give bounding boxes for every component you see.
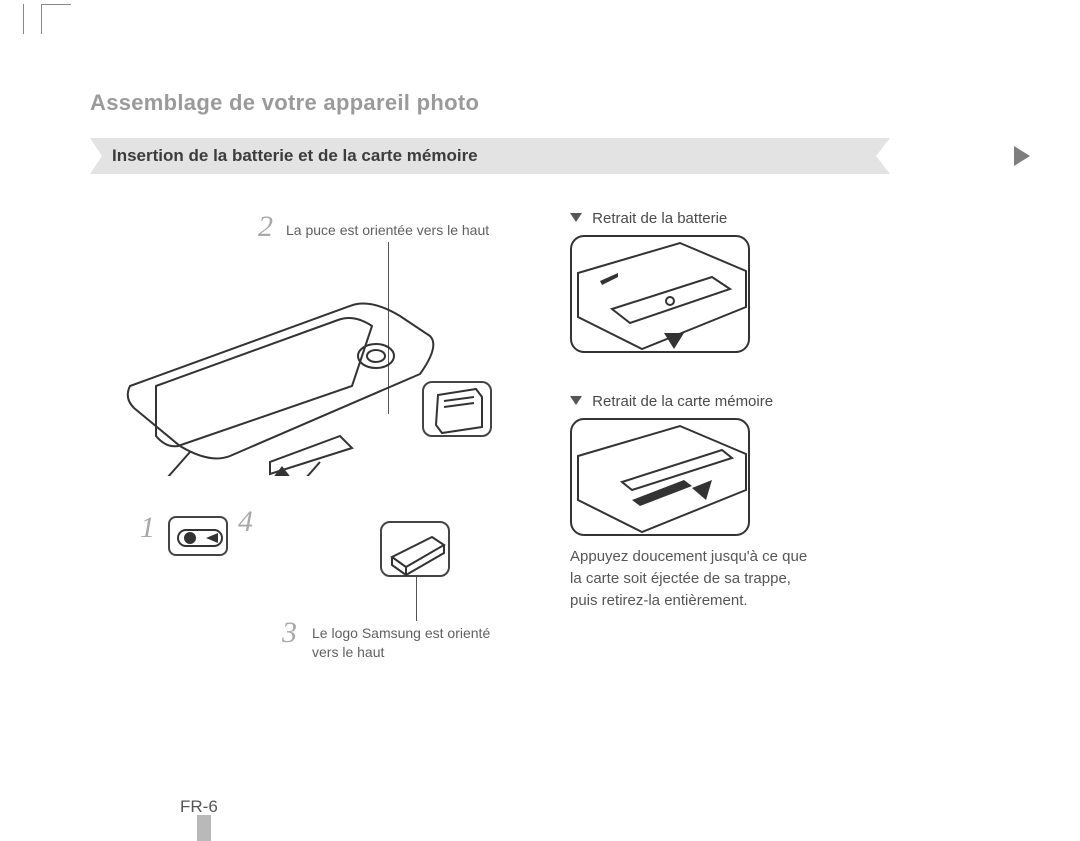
page-tab-marker: [197, 815, 211, 841]
manual-page: Assemblage de votre appareil photo Inser…: [90, 90, 990, 736]
inset-battery-icon: [380, 521, 450, 577]
camera-body-illustration: [120, 276, 460, 436]
battery-removal-illustration: [570, 235, 750, 353]
crop-mark-outer: [41, 4, 71, 34]
step-number-2: 2: [258, 210, 273, 244]
step-2-caption: La puce est orientée vers le haut: [286, 222, 489, 238]
section-title: Assemblage de votre appareil photo: [90, 90, 990, 116]
removal-column: Retrait de la batterie Retrait de la car…: [570, 210, 870, 611]
step-number-4: 4: [238, 505, 253, 539]
subsection-ribbon: Insertion de la batterie et de la carte …: [90, 138, 990, 174]
step-number-1: 1: [140, 511, 155, 545]
callout-line-logo: [416, 576, 417, 621]
card-removal-label: Retrait de la carte mémoire: [570, 393, 870, 410]
continue-arrow-icon: [1014, 146, 1030, 166]
card-removal-help: Appuyez doucement jusqu'à ce que la cart…: [570, 546, 820, 611]
content-area: 1 2 3 4 La puce est orientée vers le hau…: [90, 216, 990, 736]
inset-lock-slider-icon: [168, 516, 228, 556]
step-number-3: 3: [282, 616, 297, 650]
camera-illustration-group: 1 2 3 4 La puce est orientée vers le hau…: [90, 216, 520, 596]
card-removal-text: Retrait de la carte mémoire: [592, 393, 773, 410]
battery-removal-label: Retrait de la batterie: [570, 210, 870, 227]
ribbon-title: Insertion de la batterie et de la carte …: [90, 138, 890, 174]
step-3-caption: Le logo Samsung est orienté vers le haut: [312, 624, 512, 662]
inset-memory-card-icon: [422, 381, 492, 437]
page-number: FR-6: [180, 797, 218, 817]
battery-removal-text: Retrait de la batterie: [592, 210, 727, 227]
triangle-down-icon: [570, 213, 582, 222]
triangle-down-icon: [570, 396, 582, 405]
card-removal-illustration: [570, 418, 750, 536]
crop-mark-inner: [12, 4, 24, 34]
